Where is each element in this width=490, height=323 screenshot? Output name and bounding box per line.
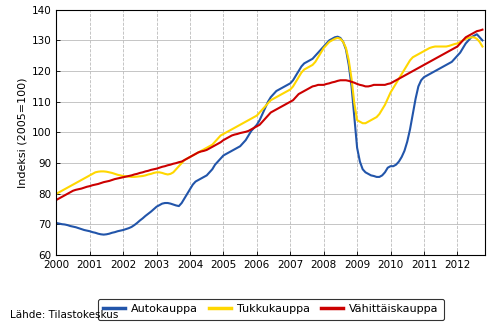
- Line: Autokauppa: Autokauppa: [56, 34, 483, 234]
- Autokauppa: [480, 38, 486, 42]
- Text: Lähde: Tilastokeskus: Lähde: Tilastokeskus: [10, 310, 118, 320]
- Vähittäiskauppa: [204, 148, 210, 152]
- Autokauppa: [326, 38, 332, 42]
- Autokauppa: [204, 173, 210, 177]
- Legend: Autokauppa, Tukkukauppa, Vähittäiskauppa: Autokauppa, Tukkukauppa, Vähittäiskauppa: [98, 299, 444, 320]
- Vähittäiskauppa: [480, 28, 486, 32]
- Vähittäiskauppa: [53, 198, 59, 202]
- Line: Tukkukauppa: Tukkukauppa: [56, 37, 483, 194]
- Autokauppa: [404, 140, 410, 144]
- Autokauppa: [207, 170, 213, 174]
- Tukkukauppa: [323, 43, 329, 47]
- Tukkukauppa: [204, 146, 210, 150]
- Tukkukauppa: [468, 35, 474, 39]
- Vähittäiskauppa: [401, 74, 407, 78]
- Vähittäiskauppa: [371, 83, 377, 87]
- Autokauppa: [474, 32, 480, 36]
- Tukkukauppa: [480, 45, 486, 48]
- Tukkukauppa: [371, 117, 377, 120]
- Autokauppa: [101, 233, 107, 236]
- Tukkukauppa: [201, 147, 207, 151]
- Vähittäiskauppa: [201, 149, 207, 153]
- Y-axis label: Indeksi (2005=100): Indeksi (2005=100): [18, 77, 27, 188]
- Vähittäiskauppa: [323, 82, 329, 86]
- Autokauppa: [421, 75, 427, 79]
- Autokauppa: [53, 221, 59, 225]
- Vähittäiskauppa: [418, 65, 424, 68]
- Tukkukauppa: [401, 68, 407, 71]
- Line: Vähittäiskauppa: Vähittäiskauppa: [56, 30, 483, 200]
- Autokauppa: [374, 175, 380, 179]
- Tukkukauppa: [53, 192, 59, 196]
- Tukkukauppa: [418, 51, 424, 55]
